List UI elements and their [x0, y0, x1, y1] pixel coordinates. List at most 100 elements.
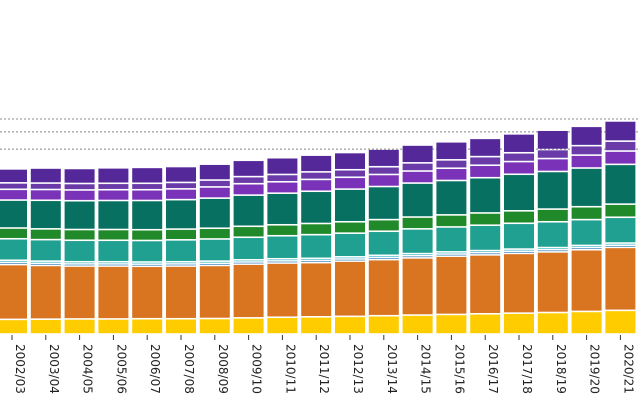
x-tick-label-2016/17: 2016/17: [486, 344, 500, 394]
bar-2003/04-series-5: [30, 240, 61, 261]
bar-2004/05-series-6: [64, 230, 95, 240]
x-tick-label-2005/06: 2005/06: [114, 344, 128, 394]
bar-2013/14-series-7: [368, 187, 399, 219]
bar-2018/19-series-4: [537, 248, 568, 249]
bar-2003/04-series-1: [30, 319, 61, 334]
bar-2020/21-series-8: [605, 151, 636, 164]
bar-2008/09-series-6: [199, 229, 230, 239]
bar-2016/17-series-6: [470, 213, 501, 225]
bar-2019/20-series-2: [571, 250, 602, 311]
bar-2010/11-series-3: [267, 261, 298, 263]
bar-2003/04-series-2: [30, 266, 61, 319]
bar-2013/14-series-10: [368, 149, 399, 166]
bar-2009/10-series-3: [233, 262, 264, 264]
x-tick-label-2018/19: 2018/19: [554, 344, 568, 394]
bar-2012/13-series-8: [335, 178, 365, 189]
bar-2009/10-series-8: [233, 184, 264, 195]
x-axis-ticks: 2002/03 2003/04 2004/05 2005/06 2006/07 2007/…: [11, 335, 635, 394]
bar-2014/15-series-5: [402, 229, 433, 253]
bar-2013/14-series-4: [368, 256, 399, 257]
bar-2009/10-series-10: [233, 161, 264, 176]
bar-2005/06-series-2: [98, 266, 129, 319]
bar-2002/03-series-9: [0, 183, 27, 189]
bar-2011/12-series-7: [301, 192, 332, 223]
bar-2011/12-series-10: [301, 155, 332, 172]
bar-2007/08-series-9: [166, 183, 196, 189]
bar-2007/08-series-3: [166, 264, 196, 266]
bar-2007/08-series-8: [166, 189, 196, 199]
bar-2020/21-series-4: [605, 243, 636, 245]
bar-2013/14-series-2: [368, 260, 399, 315]
bar-2020/21-series-7: [605, 165, 636, 204]
bar-2006/07-series-8: [132, 190, 163, 200]
bar-2010/11-series-7: [267, 193, 298, 224]
bar-2007/08-series-5: [166, 240, 196, 261]
bar-2018/19-series-3: [537, 250, 568, 252]
bar-2014/15-series-3: [402, 256, 433, 258]
bar-2015/16-series-9: [436, 160, 467, 168]
bar-2005/06-series-4: [98, 262, 129, 264]
bar-2014/15-series-10: [402, 145, 433, 163]
bar-2009/10-series-6: [233, 227, 264, 237]
bar-2017/18-series-7: [504, 175, 534, 211]
bar-2019/20-series-9: [571, 146, 602, 155]
bar-2013/14-series-3: [368, 258, 399, 259]
bar-2007/08-series-4: [166, 262, 196, 264]
bar-2006/07-series-2: [132, 267, 163, 318]
bar-2015/16-series-10: [436, 142, 467, 160]
bar-2003/04-series-3: [30, 264, 61, 265]
bar-2015/16-series-3: [436, 254, 467, 256]
bar-2013/14-series-9: [368, 167, 399, 174]
bar-2002/03-series-1: [0, 320, 27, 334]
bar-2020/21-series-5: [605, 218, 636, 243]
bar-2011/12-series-1: [301, 317, 332, 334]
bar-2009/10-series-2: [233, 264, 264, 318]
bar-2018/19-series-9: [537, 150, 568, 158]
bar-2004/05-series-7: [64, 201, 95, 229]
bar-2009/10-series-1: [233, 318, 264, 334]
bar-2002/03-series-3: [0, 263, 27, 264]
bar-2007/08-series-1: [166, 319, 196, 334]
bar-2019/20-series-6: [571, 207, 602, 219]
bar-2010/11-series-4: [267, 259, 298, 261]
bar-2015/16-series-8: [436, 169, 467, 180]
bar-2005/06-series-7: [98, 201, 129, 229]
bar-2010/11-series-9: [267, 175, 298, 181]
bar-2011/12-series-6: [301, 224, 332, 234]
bar-2016/17-series-7: [470, 178, 501, 213]
bar-2018/19-series-5: [537, 222, 568, 247]
bar-2018/19-series-8: [537, 159, 568, 171]
bar-2004/05-series-1: [64, 319, 95, 334]
bar-2014/15-series-1: [402, 315, 433, 334]
bar-2012/13-series-1: [335, 317, 365, 334]
bar-2006/07-series-6: [132, 230, 163, 240]
bar-2015/16-series-2: [436, 256, 467, 314]
x-tick-label-2012/13: 2012/13: [351, 344, 365, 394]
bar-2004/05-series-3: [64, 264, 95, 266]
bar-2011/12-series-8: [301, 180, 332, 191]
bar-2018/19-series-1: [537, 313, 568, 334]
bar-2012/13-series-10: [335, 153, 365, 169]
bar-2005/06-series-1: [98, 319, 129, 334]
bar-2016/17-series-2: [470, 255, 501, 313]
bar-2019/20-series-8: [571, 155, 602, 168]
bar-2002/03-series-6: [0, 228, 27, 238]
bar-2011/12-series-3: [301, 261, 332, 262]
bar-2011/12-series-4: [301, 259, 332, 260]
x-tick-label-2011/12: 2011/12: [317, 344, 331, 394]
bar-2020/21-series-3: [605, 246, 636, 247]
bar-2018/19-series-10: [537, 130, 568, 149]
bar-2010/11-series-1: [267, 318, 298, 334]
bar-2003/04-series-9: [30, 183, 61, 189]
bar-2010/11-series-10: [267, 158, 298, 174]
bar-2006/07-series-9: [132, 184, 163, 189]
bar-2016/17-series-9: [470, 157, 501, 165]
bar-2004/05-series-4: [64, 262, 95, 264]
bar-2007/08-series-2: [166, 266, 196, 318]
bar-2008/09-series-9: [199, 180, 230, 187]
bar-2015/16-series-4: [436, 252, 467, 254]
bar-2006/07-series-10: [132, 168, 163, 183]
bar-2012/13-series-4: [335, 257, 365, 259]
bar-2014/15-series-8: [402, 171, 433, 183]
